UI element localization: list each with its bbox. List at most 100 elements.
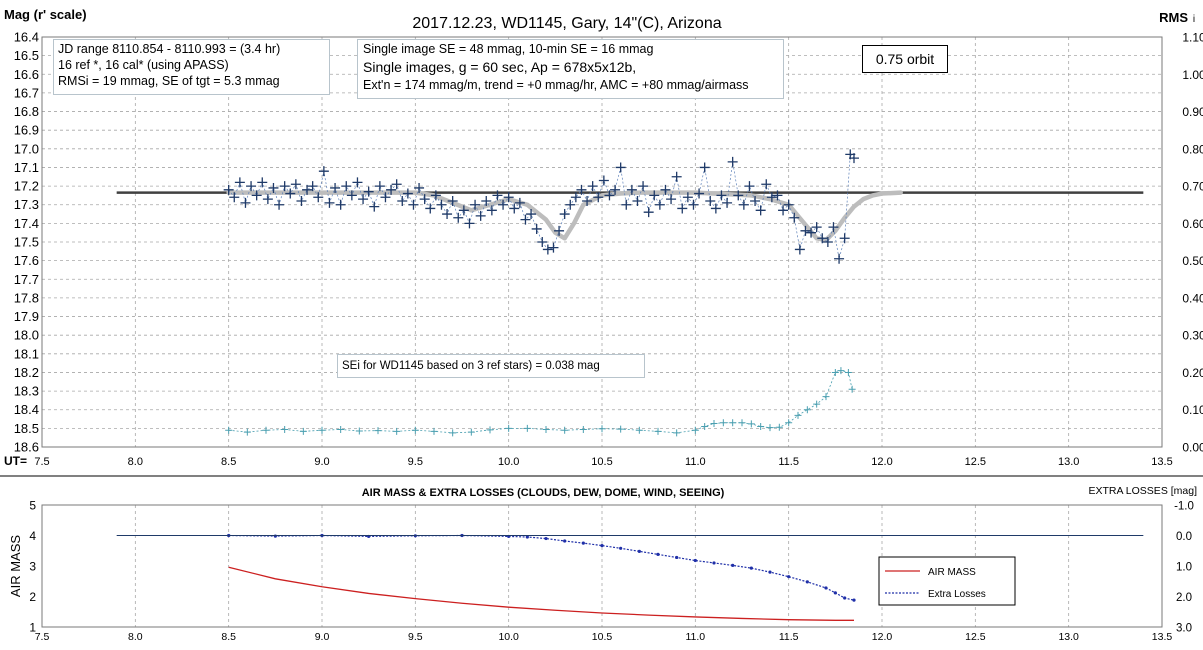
y-tick-label: 18.0: [14, 328, 39, 343]
y2-tick-label: 0.20: [1182, 366, 1203, 380]
info-mid-line-3: Ext'n = 174 mmag/m, trend = +0 mmag/hr, …: [363, 78, 749, 92]
rms-point: [837, 367, 845, 375]
rms-point: [281, 425, 289, 433]
target-point: [464, 218, 475, 229]
y-tick-label: 17.3: [14, 197, 39, 212]
extra-losses-point: [833, 591, 837, 595]
extra-losses-point: [768, 570, 772, 574]
target-point: [761, 179, 772, 190]
x-tick-label: 10.0: [498, 456, 519, 468]
orbit-label: 0.75 orbit: [862, 45, 948, 73]
rms-point: [430, 427, 438, 435]
extra-losses-point: [712, 561, 716, 565]
target-point: [817, 233, 828, 244]
target-point: [727, 156, 738, 167]
target-point: [794, 244, 805, 255]
rms-point: [561, 426, 569, 434]
target-point: [229, 192, 240, 203]
target-point: [240, 197, 251, 208]
extra-losses-point: [675, 555, 679, 560]
rms-point: [579, 425, 587, 433]
target-point: [610, 184, 621, 195]
y2-tick-label: 0.30: [1182, 329, 1203, 343]
target-point: [744, 181, 755, 192]
target-point: [778, 205, 789, 216]
target-point: [458, 205, 469, 216]
target-point: [414, 182, 425, 193]
target-point: [246, 181, 257, 192]
target-point: [442, 209, 453, 220]
bottom-x-tick-label: 11.0: [685, 631, 705, 643]
x-tick-label: 10.5: [591, 456, 612, 468]
plot-frame-top: [41, 36, 1163, 448]
target-point: [352, 177, 363, 188]
target-point: [570, 192, 581, 203]
y-tick-label: 16.7: [14, 85, 39, 100]
bottom-x-tick-label: 13.5: [1152, 631, 1173, 643]
target-point: [654, 199, 665, 210]
rms-point: [393, 427, 401, 435]
target-point: [649, 190, 660, 201]
extra-losses-point: [581, 541, 585, 545]
extra-losses-point: [544, 536, 548, 541]
target-point: [290, 179, 301, 190]
target-point: [274, 199, 285, 210]
y2-tick-label: 0.90: [1182, 105, 1203, 119]
extra-losses-point: [273, 534, 277, 538]
target-point: [436, 199, 447, 210]
rms-point: [523, 424, 531, 432]
rms-point: [729, 419, 737, 427]
y-tick-label: 18.2: [14, 365, 39, 380]
rms-point: [225, 426, 233, 434]
target-point: [318, 166, 329, 177]
rms-point: [486, 426, 494, 434]
target-point: [834, 253, 845, 264]
y-tick-label: 18.3: [14, 384, 39, 399]
target-point: [262, 194, 273, 205]
x-tick-label: 12.5: [965, 456, 986, 468]
target-point: [380, 192, 391, 203]
rms-point: [710, 420, 718, 428]
target-point: [582, 196, 593, 206]
y-tick-label: 17.8: [14, 290, 39, 305]
chart-title: 2017.12.23, WD1145, Gary, 14"(C), Arizon…: [412, 15, 721, 32]
rms-point: [738, 419, 746, 427]
target-point: [710, 203, 721, 214]
target-point: [453, 212, 464, 223]
bottom-x-tick-label: 8.5: [221, 631, 236, 643]
x-tick-label: 13.0: [1058, 456, 1079, 468]
target-point: [425, 203, 436, 214]
info-mid-line-1: Single image SE = 48 mmag, 10-min SE = 1…: [363, 42, 654, 56]
y2-tick-label: 0.50: [1182, 254, 1203, 268]
y-tick-label: 16.8: [14, 104, 39, 119]
bottom-x-tick-label: 9.0: [315, 631, 330, 643]
bottom-x-tick-label: 9.5: [408, 631, 423, 643]
y2-tick-label: 0.80: [1182, 142, 1203, 156]
rms-point: [374, 427, 382, 435]
y2-tick-label: 1.00: [1182, 68, 1203, 82]
target-point: [671, 171, 682, 182]
extra-losses-point: [787, 575, 791, 579]
target-point: [666, 194, 677, 205]
target-point: [481, 196, 492, 206]
target-point: [257, 177, 268, 188]
rms-point: [635, 426, 643, 434]
target-point: [520, 214, 531, 225]
legend-box: [878, 556, 1016, 606]
rms-point: [299, 427, 307, 435]
x-tick-label: 9.5: [408, 456, 423, 468]
rms-point: [719, 419, 727, 427]
bottom-y2-tick-label: 0.0: [1176, 531, 1192, 543]
target-point: [849, 153, 859, 164]
rms-connector: [228, 370, 853, 434]
extra-losses-point: [843, 596, 847, 600]
info-mid-line-2: Single images, g = 60 sec, Ap = 678x5x12…: [363, 59, 637, 75]
info-box-left: JD range 8110.854 - 8110.993 = (3.4 hr) …: [53, 39, 330, 95]
target-point: [324, 197, 335, 208]
legend-air-mass-label: AIR MASS: [928, 567, 976, 578]
x-tick-label: 7.5: [34, 456, 49, 468]
rms-point: [813, 400, 821, 408]
target-point: [632, 196, 643, 206]
x-tick-label: 11.0: [685, 456, 706, 468]
x-tick-label: 8.0: [128, 456, 143, 468]
